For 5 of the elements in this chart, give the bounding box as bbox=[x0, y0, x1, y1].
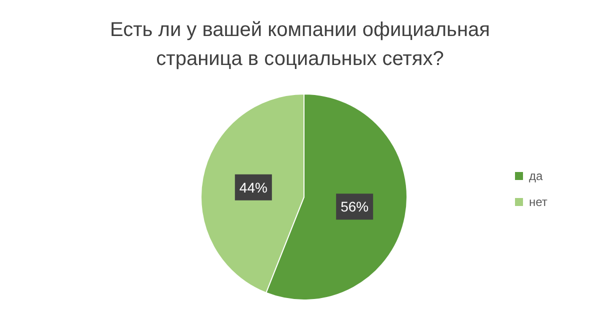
chart-title: Есть ли у вашей компании официальная страница в социальных сетях? bbox=[110, 19, 490, 70]
legend-label: нет bbox=[529, 195, 548, 209]
data-label: 44% bbox=[239, 179, 268, 196]
data-label: 56% bbox=[340, 198, 369, 215]
legend-label: да bbox=[529, 169, 543, 183]
